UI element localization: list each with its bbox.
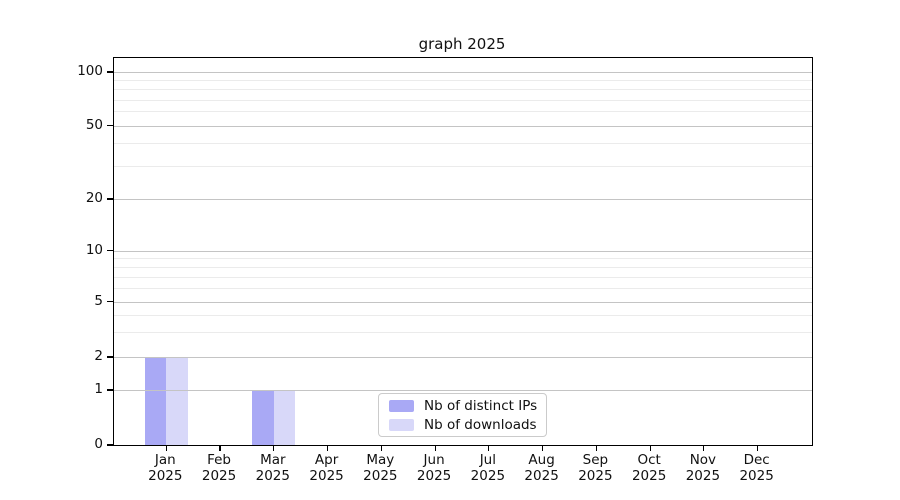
y-tick-mark	[107, 300, 113, 303]
gridline-minor	[114, 258, 812, 260]
y-tick-mark	[107, 124, 113, 127]
bar-distinct-ips-jan	[144, 357, 167, 445]
x-tick-label-year: 2025	[470, 468, 506, 484]
gridline-minor	[114, 332, 812, 334]
x-tick-label-year: 2025	[416, 468, 452, 484]
gridline-major	[114, 125, 812, 127]
legend: Nb of distinct IPs Nb of downloads	[378, 393, 547, 437]
y-tick-label: 1	[94, 381, 103, 397]
x-tick-mark	[434, 446, 436, 452]
x-tick-label-month: Mar	[260, 452, 286, 468]
x-tick-label-year: 2025	[255, 468, 290, 484]
x-tick-label: Jul 2025	[445, 452, 531, 484]
x-tick-mark	[326, 446, 329, 452]
x-tick-label: Jan 2025	[122, 452, 208, 484]
x-tick-label-year: 2025	[685, 468, 721, 484]
y-tick-mark	[107, 444, 113, 446]
x-tick-mark	[380, 446, 382, 452]
bar-distinct-ips-mar	[252, 390, 274, 445]
gridline-minor	[114, 80, 812, 82]
x-tick-label-year: 2025	[363, 468, 398, 484]
x-tick-label-month: Jun	[423, 452, 445, 468]
y-tick-label: 0	[94, 436, 103, 452]
x-tick-mark	[542, 446, 544, 452]
x-tick-label: Nov 2025	[660, 452, 746, 484]
x-tick-label: Sep 2025	[552, 452, 638, 484]
gridline-minor	[114, 315, 812, 317]
gridline-major	[114, 72, 812, 73]
gridline-major	[114, 250, 812, 252]
x-tick-label: Feb 2025	[176, 452, 262, 484]
x-tick-label-month: Nov	[689, 452, 717, 468]
x-tick-label-year: 2025	[201, 468, 237, 484]
x-tick-label: Oct 2025	[606, 452, 692, 484]
x-tick-label-year: 2025	[524, 468, 559, 484]
x-tick-mark	[703, 446, 705, 452]
x-tick-label-month: Feb	[207, 452, 231, 468]
x-tick-label-year: 2025	[309, 468, 344, 484]
x-tick-mark	[219, 446, 221, 452]
x-tick-label: May 2025	[337, 452, 423, 484]
x-tick-label-month: Dec	[743, 452, 770, 468]
legend-swatch-downloads	[389, 418, 414, 431]
bar-downloads-mar	[273, 390, 296, 445]
y-tick-mark	[107, 249, 113, 252]
legend-label: Nb of distinct IPs	[424, 397, 538, 414]
y-tick-label: 20	[85, 190, 103, 206]
x-tick-label: Dec 2025	[714, 452, 800, 484]
legend-label: Nb of downloads	[424, 416, 537, 433]
x-tick-label-month: Sep	[582, 452, 609, 468]
x-tick-label: Apr 2025	[284, 452, 370, 484]
x-tick-label-year: 2025	[578, 468, 613, 484]
x-tick-mark	[649, 446, 651, 452]
x-tick-label-month: May	[366, 452, 395, 468]
gridline-minor	[114, 276, 812, 278]
legend-item: Nb of distinct IPs	[389, 398, 546, 414]
x-tick-label-month: Oct	[637, 452, 661, 468]
gridline-minor	[114, 89, 812, 91]
bar-downloads-jan	[166, 357, 188, 445]
legend-item: Nb of downloads	[389, 417, 546, 433]
gridline-minor	[114, 99, 812, 101]
x-tick-label-month: Jan	[154, 452, 176, 468]
y-tick-mark	[107, 198, 113, 200]
gridline-minor	[114, 266, 812, 268]
gridline-minor	[114, 288, 812, 290]
y-tick-label: 100	[77, 63, 103, 79]
plot-area: Nb of distinct IPs Nb of downloads	[107, 57, 813, 452]
x-tick-mark	[757, 446, 759, 452]
gridline-major	[114, 357, 812, 358]
y-tick-label: 50	[85, 116, 103, 133]
x-tick-label-month: Jul	[479, 452, 496, 468]
x-tick-label-year: 2025	[148, 468, 183, 484]
gridline-minor	[114, 111, 812, 113]
gridline-major	[114, 390, 812, 391]
gridline-minor	[114, 143, 812, 145]
x-tick-mark	[488, 446, 490, 452]
x-tick-label-month: Aug	[528, 452, 555, 468]
y-tick-mark	[107, 71, 113, 73]
x-tick-mark	[595, 446, 597, 452]
y-tick-mark	[107, 389, 113, 391]
x-tick-mark	[273, 446, 275, 452]
x-tick-label-month: Apr	[314, 452, 339, 468]
gridline-minor	[114, 166, 812, 168]
legend-swatch-distinct-ips	[389, 399, 414, 412]
y-tick-mark	[107, 356, 113, 358]
y-tick-label: 10	[85, 241, 103, 258]
x-tick-label: Jun 2025	[391, 452, 477, 484]
gridline-major	[114, 301, 812, 303]
y-tick-label: 5	[94, 292, 103, 309]
x-tick-mark	[165, 446, 167, 452]
chart-title: graph 2025	[418, 35, 506, 53]
x-tick-label-year: 2025	[739, 468, 774, 484]
x-tick-label-year: 2025	[631, 468, 667, 484]
y-tick-label: 2	[94, 348, 103, 364]
x-tick-label: Mar 2025	[230, 452, 316, 484]
gridline-major	[114, 199, 812, 200]
x-tick-label: Aug 2025	[499, 452, 585, 484]
